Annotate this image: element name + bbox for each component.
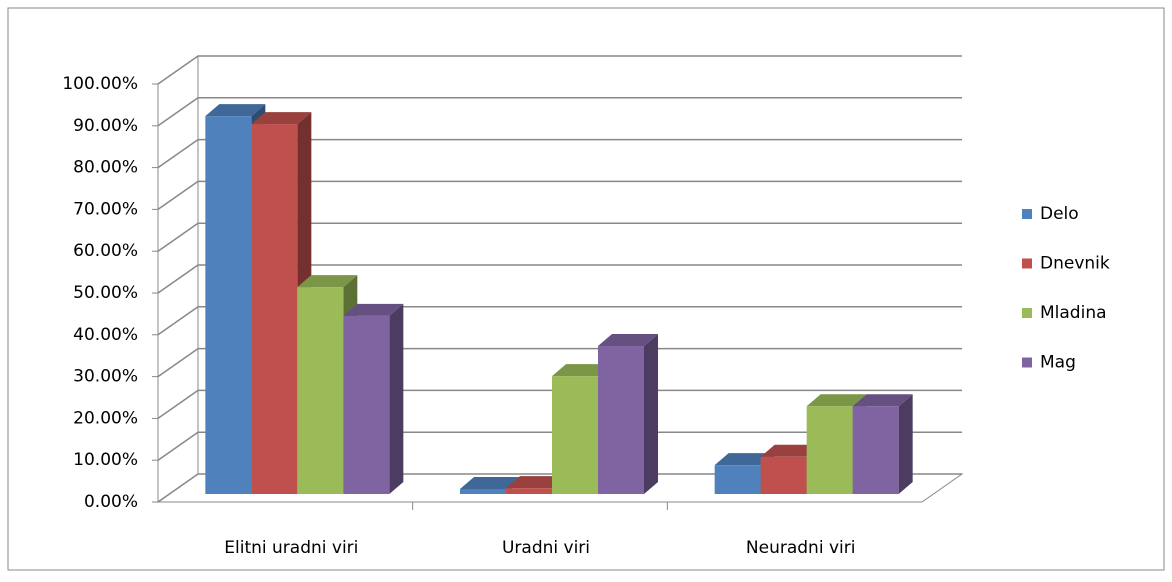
grid-line: [157, 180, 962, 211]
y-tick-label: 50.00%: [73, 283, 138, 303]
bar: [297, 287, 344, 494]
grid-line: [157, 138, 962, 169]
bar-top: [460, 476, 520, 489]
bar: [205, 116, 252, 495]
bar: [714, 465, 761, 494]
y-tick-label: 10.00%: [73, 450, 138, 470]
grid-line: [157, 389, 962, 420]
bar-top: [714, 453, 775, 466]
grid-line: [157, 222, 962, 252]
x-tick-label: Elitni uradni viri: [224, 538, 358, 558]
legend-swatch: [1022, 357, 1032, 368]
bar: [343, 315, 390, 494]
y-tick-label: 30.00%: [73, 367, 138, 387]
y-tick-label: 40.00%: [73, 325, 138, 345]
grid-line: [157, 264, 962, 294]
grid-line: [157, 306, 962, 336]
bar-top: [598, 334, 658, 347]
bar: [806, 406, 853, 494]
bar-top: [852, 394, 913, 407]
y-tick-label: 20.00%: [73, 408, 138, 428]
legend-label: Mladina: [1040, 303, 1107, 323]
y-tick-label: 80.00%: [73, 158, 138, 178]
legend-swatch: [1022, 209, 1032, 219]
x-tick-label: Neuradni viri: [746, 538, 856, 558]
bar-top: [205, 104, 266, 117]
legend-swatch: [1022, 308, 1032, 318]
bar-top: [760, 444, 821, 457]
y-tick-label: 0.00%: [84, 492, 138, 512]
grid-line: [157, 347, 962, 378]
bar-side: [898, 394, 913, 494]
bar-top: [251, 112, 312, 125]
y-tick-label: 60.00%: [73, 241, 138, 261]
bar: [251, 124, 298, 494]
bar: [460, 488, 506, 494]
bar: [598, 346, 644, 494]
grid-line: [157, 97, 962, 127]
grid-line: [157, 431, 962, 461]
bar: [852, 406, 899, 494]
x-tick-label: Uradni viri: [502, 538, 590, 558]
y-tick-label: 70.00%: [73, 199, 138, 219]
legend-label: Dnevnik: [1040, 254, 1110, 274]
bar: [760, 456, 807, 494]
bar-top: [552, 364, 612, 377]
bar-top: [297, 275, 358, 288]
bar-top: [343, 303, 404, 316]
bar-top: [506, 476, 566, 489]
y-tick-label: 100.00%: [62, 74, 138, 94]
legend-label: Mag: [1040, 353, 1076, 373]
bar-side: [644, 334, 658, 494]
bar: [552, 376, 598, 494]
legend-label: Delo: [1040, 204, 1079, 224]
y-tick-label: 90.00%: [73, 116, 138, 136]
bar-top: [806, 394, 867, 407]
bar-side: [389, 303, 404, 494]
legend-swatch: [1022, 258, 1032, 269]
bar: [506, 488, 552, 494]
grid-line: [157, 55, 962, 85]
grid-line: [157, 473, 962, 503]
